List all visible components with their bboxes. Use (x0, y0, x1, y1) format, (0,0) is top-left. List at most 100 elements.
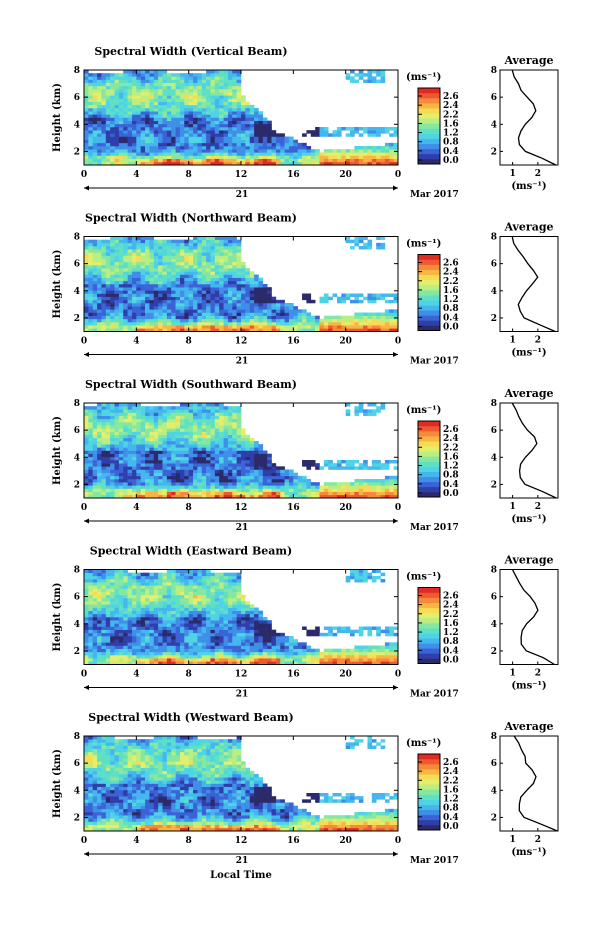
heatmap-cell (149, 271, 155, 275)
heatmap-cell (258, 456, 264, 461)
heatmap-cell (214, 488, 220, 492)
heatmap-cell (376, 482, 381, 486)
heatmap-cell (145, 261, 150, 266)
heatmap-cell (171, 425, 176, 429)
heatmap-cell (241, 293, 246, 297)
heatmap-cell (302, 142, 307, 147)
heatmap-cell (92, 485, 98, 489)
heatmap-cell (245, 114, 251, 118)
avg-x-tick-label: 2 (535, 169, 541, 179)
heatmap-cell (262, 315, 268, 320)
heatmap-cell (350, 158, 355, 163)
heatmap-cell (140, 482, 146, 486)
date-day-label: 21 (236, 190, 249, 200)
heatmap-cell (245, 485, 251, 489)
heatmap-cell (323, 149, 329, 153)
heatmap-cell (149, 469, 155, 473)
heatmap-cell (184, 158, 189, 163)
heatmap-cell (223, 70, 229, 74)
heatmap-cell (284, 303, 290, 307)
heatmap-cell (118, 594, 124, 599)
heatmap-cell (227, 450, 233, 454)
heatmap-cell (193, 460, 198, 464)
heatmap-cell (193, 469, 198, 473)
heatmap-cell (136, 463, 141, 467)
heatmap-cell (306, 318, 312, 323)
heatmap-cell (376, 155, 381, 159)
heatmap-cell (193, 274, 198, 278)
heatmap-cell (101, 479, 107, 483)
heatmap-cell (166, 485, 172, 489)
heatmap-cell (166, 114, 172, 118)
heatmap-cell (206, 482, 211, 486)
heatmap-cell (145, 142, 150, 147)
heatmap-cell (153, 303, 159, 307)
heatmap-cell (110, 422, 115, 426)
heatmap-cell (88, 114, 94, 118)
heatmap-cell (245, 101, 251, 106)
heatmap-cell (258, 114, 264, 118)
heatmap-cell (197, 271, 203, 275)
heatmap-cell (127, 98, 133, 102)
heatmap-cell (363, 494, 368, 499)
heatmap-cell (118, 73, 124, 77)
heatmap-cell (193, 158, 198, 163)
heatmap-cell (158, 242, 163, 247)
heatmap-cell (219, 325, 224, 329)
heatmap-cell (127, 130, 133, 134)
heatmap-cell (223, 101, 229, 106)
heatmap-cell (110, 101, 115, 106)
heatmap-cell (123, 120, 128, 125)
heatmap-cell (241, 309, 246, 313)
heatmap-cell (131, 328, 137, 332)
heatmap-cell (245, 136, 251, 140)
heatmap-cell (197, 261, 203, 266)
heatmap-cell (197, 299, 203, 304)
heatmap-cell (297, 328, 303, 332)
heatmap-cell (328, 315, 333, 320)
heatmap-cell (241, 437, 246, 442)
heatmap-cell (288, 139, 294, 144)
heatmap-cell (149, 92, 155, 96)
heatmap-cell (88, 475, 94, 480)
heatmap-cell (227, 434, 233, 439)
heatmap-cell (114, 123, 120, 128)
heatmap-cell (363, 152, 368, 156)
heatmap-cell (118, 409, 124, 413)
colorbar-swatch (418, 486, 440, 493)
heatmap-cell (97, 76, 102, 80)
heatmap-cell (179, 322, 185, 326)
heatmap-cell (145, 453, 150, 458)
heatmap-cell (236, 415, 242, 420)
heatmap-cell (101, 315, 107, 320)
heatmap-cell (232, 108, 237, 112)
heatmap-cell (149, 428, 155, 432)
heatmap-cell (350, 155, 355, 159)
heatmap-cell (288, 136, 294, 140)
heatmap-cell (227, 322, 233, 326)
heatmap-cell (145, 422, 150, 426)
date-month-label: Mar 2017 (410, 523, 459, 533)
heatmap-cell (118, 418, 124, 423)
heatmap-cell (88, 594, 94, 599)
heatmap-cell (171, 255, 176, 259)
heatmap-cell (249, 127, 255, 131)
heatmap-cell (245, 293, 251, 297)
heatmap-cell (105, 579, 111, 583)
heatmap-cell (184, 246, 189, 250)
heatmap-cell (227, 466, 233, 470)
heatmap-cell (249, 494, 255, 499)
heatmap-cell (367, 318, 373, 323)
heatmap-cell (123, 431, 128, 435)
heatmap-cell (267, 318, 272, 323)
heatmap-cell (166, 123, 172, 128)
heatmap-cell (105, 127, 111, 131)
heatmap-cell (131, 242, 137, 247)
date-axis-arrow (393, 185, 398, 191)
heatmap-cell (393, 460, 399, 464)
heatmap-cell (158, 328, 163, 332)
heatmap-cell (223, 268, 229, 272)
heatmap-cell (110, 98, 115, 102)
heatmap-cell (336, 485, 342, 489)
heatmap-cell (166, 242, 172, 247)
